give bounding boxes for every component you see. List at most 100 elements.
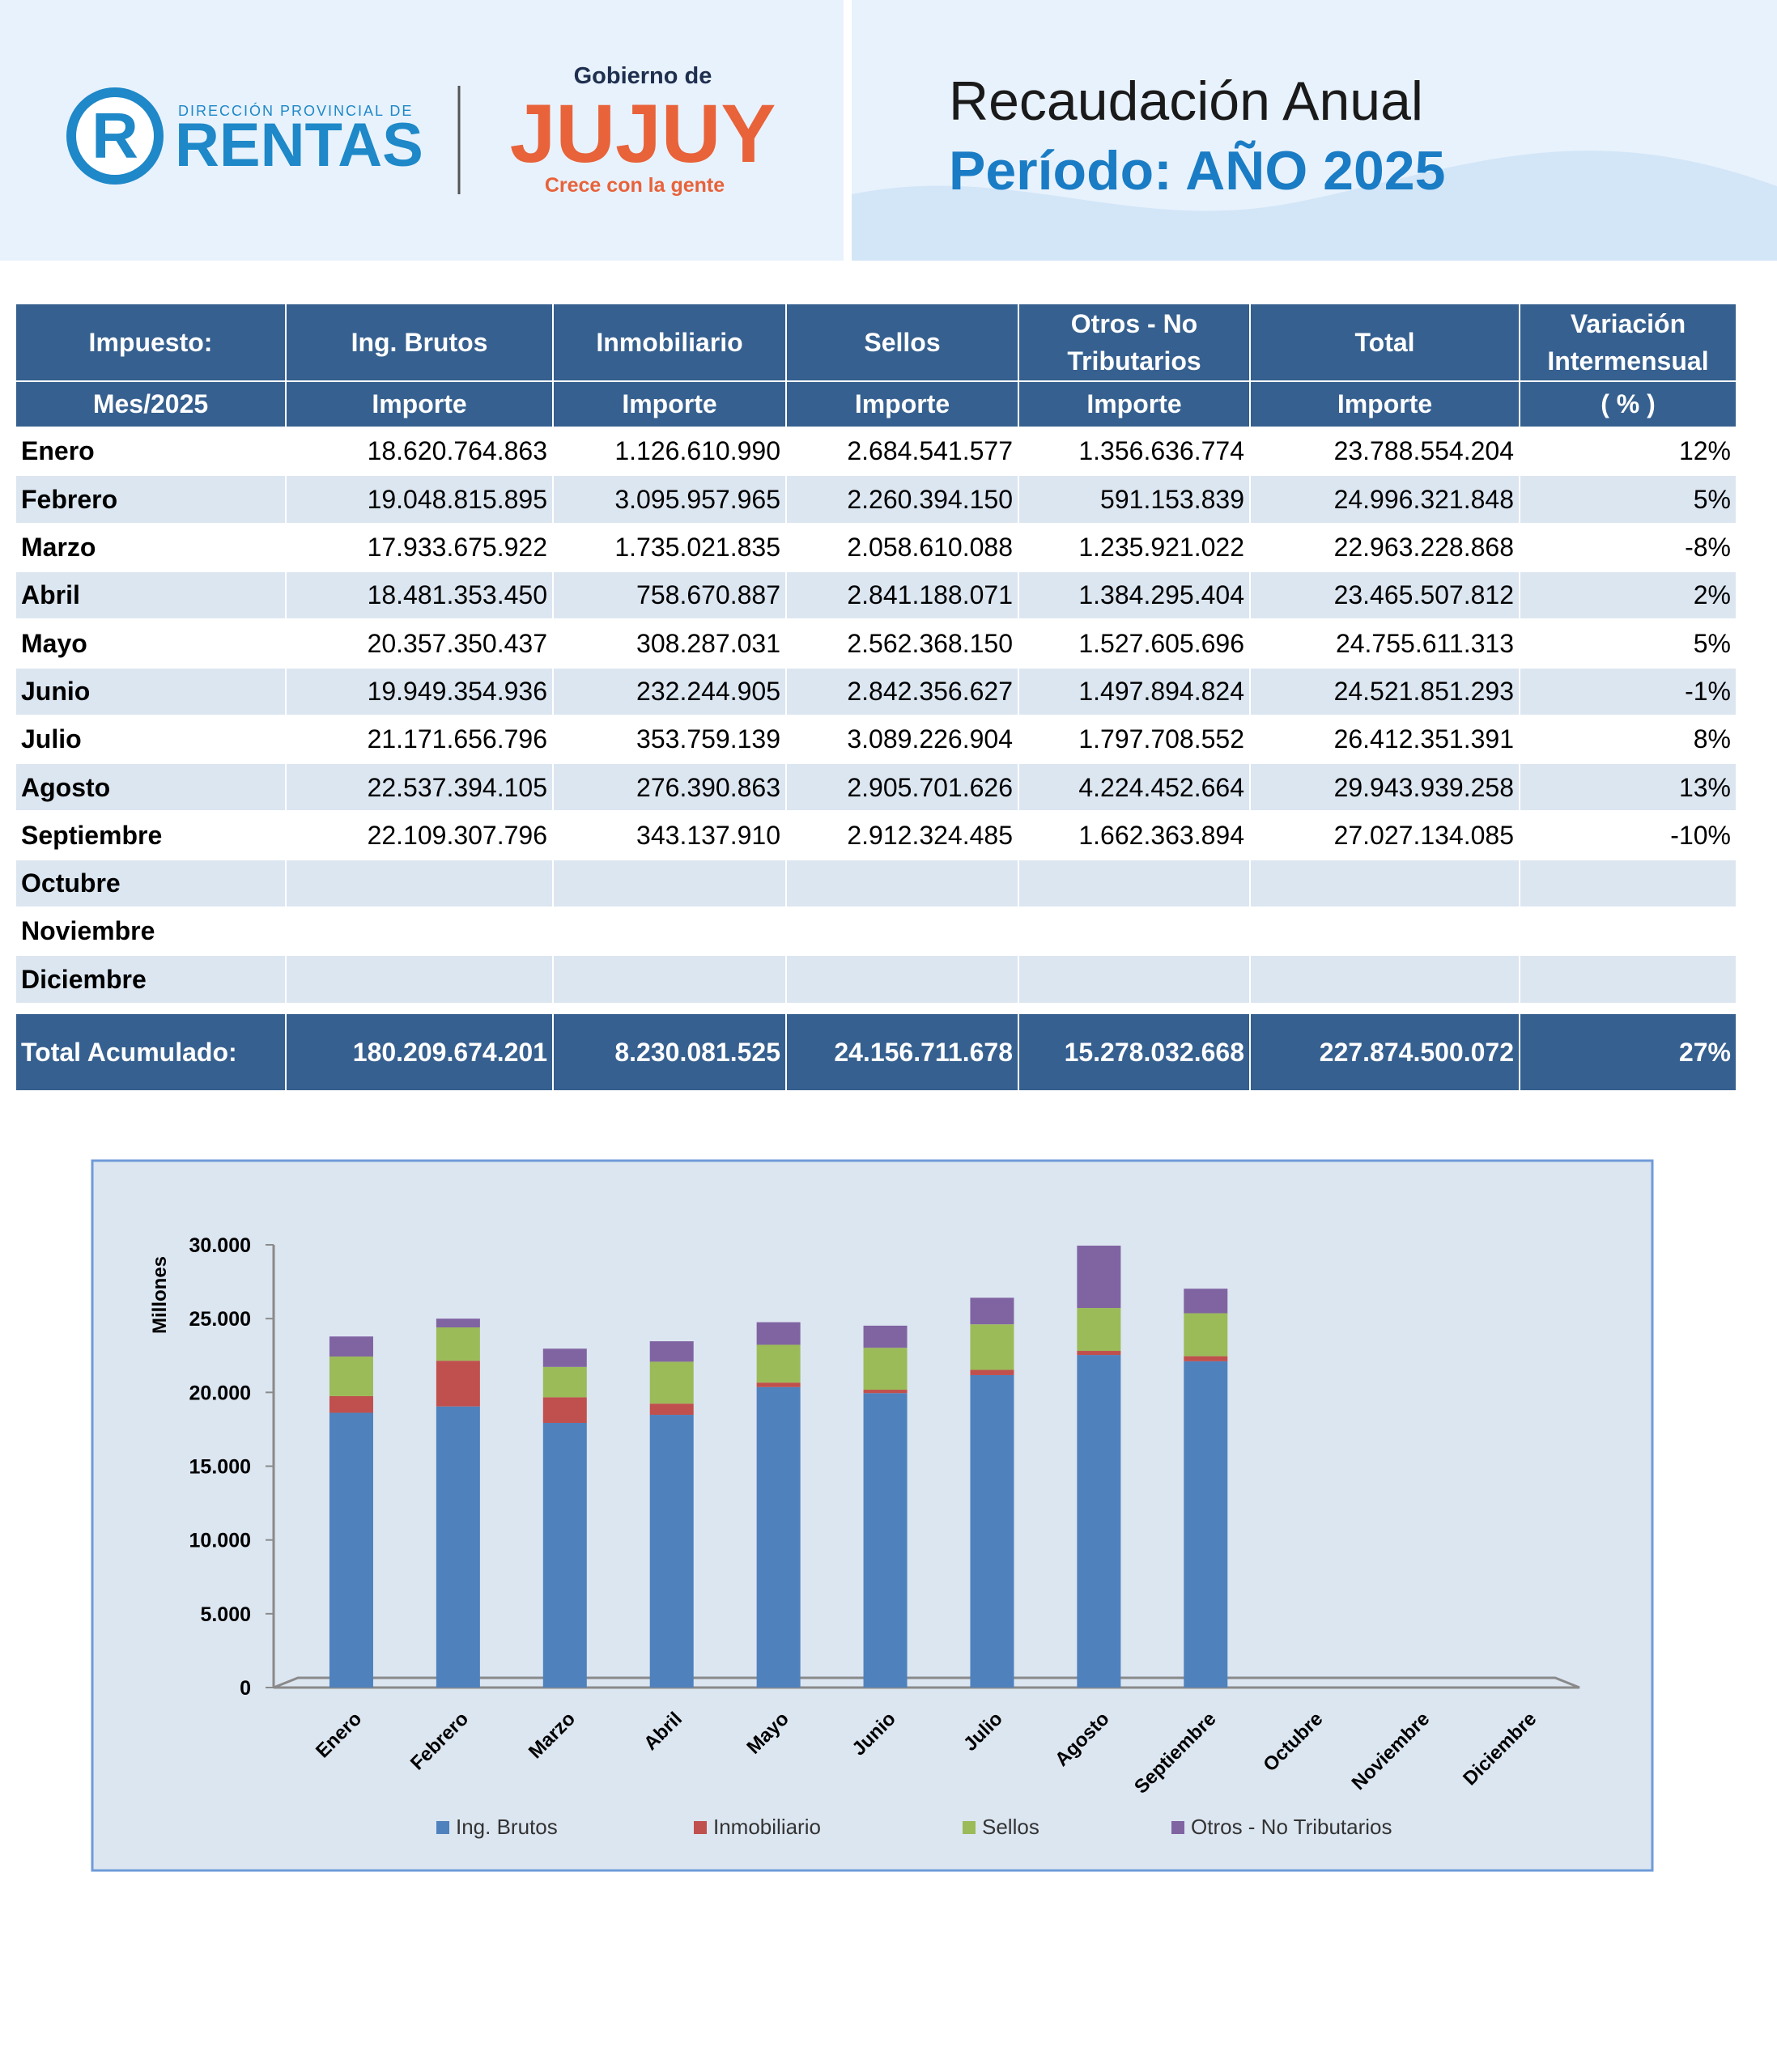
bar-segment <box>756 1382 801 1387</box>
legend-swatch <box>1171 1821 1184 1834</box>
bar-segment <box>1077 1246 1121 1309</box>
table-cell: Diciembre <box>16 956 287 1004</box>
table-cell: -1% <box>1520 668 1737 716</box>
empty-cell <box>554 956 787 1004</box>
empty-cell <box>1251 956 1520 1004</box>
gov-name: JUJUY <box>510 87 776 180</box>
bar-segment <box>649 1403 694 1416</box>
table-cell: 13% <box>1520 764 1737 813</box>
table-cell: 1.797.708.552 <box>1019 715 1251 765</box>
empty-cell <box>1520 860 1737 908</box>
table-cell: 2.841.188.071 <box>787 571 1019 621</box>
legend-swatch <box>694 1821 707 1834</box>
table-cell: 19.949.354.936 <box>287 668 554 716</box>
table-cell: 758.670.887 <box>554 571 787 621</box>
empty-cell <box>787 956 1019 1004</box>
table-cell: 22.537.394.105 <box>287 764 554 813</box>
table-cell: 308.287.031 <box>554 620 787 669</box>
bar-segment <box>649 1341 694 1362</box>
bar-segment <box>436 1318 480 1328</box>
table-cell: 232.244.905 <box>554 668 787 716</box>
table-cell: 18.481.353.450 <box>287 571 554 621</box>
table-cell: 343.137.910 <box>554 812 787 860</box>
chart-floor <box>273 1676 1580 1689</box>
table-cell: Agosto <box>16 764 287 813</box>
table-cell: Julio <box>16 715 287 765</box>
title: Recaudación Anual <box>949 70 1423 132</box>
table-cell: 24.755.611.313 <box>1251 620 1520 669</box>
legend-label: Otros - No Tributarios <box>1191 1815 1392 1839</box>
y-tick-label: 10.000 <box>189 1530 251 1552</box>
table-cell: 12% <box>1520 428 1737 477</box>
empty-cell <box>787 860 1019 908</box>
table-cell: Abril <box>16 571 287 621</box>
empty-cell <box>287 860 554 908</box>
table-cell: 23.788.554.204 <box>1251 428 1520 477</box>
table-cell: Junio <box>16 668 287 716</box>
table-cell: Noviembre <box>16 908 287 957</box>
logo-letter: R <box>91 100 138 172</box>
table-cell: 22.109.307.796 <box>287 812 554 860</box>
empty-cell <box>1251 908 1520 957</box>
y-tick-label: 25.000 <box>189 1308 251 1331</box>
empty-cell <box>1251 860 1520 908</box>
bar-segment <box>970 1297 1014 1325</box>
table-cell: 1.384.295.404 <box>1019 571 1251 621</box>
table-cell: 24.521.851.293 <box>1251 668 1520 716</box>
table-cell: -8% <box>1520 524 1737 572</box>
bar-segment <box>329 1356 373 1396</box>
logo-subtitle: DIRECCIÓN PROVINCIAL DE <box>178 102 413 119</box>
empty-cell <box>1019 956 1251 1004</box>
legend-label: Sellos <box>982 1815 1039 1839</box>
table-cell: 22.963.228.868 <box>1251 524 1520 572</box>
table-cell: 1.735.021.835 <box>554 524 787 572</box>
legend-swatch <box>963 1821 976 1834</box>
y-axis-title: Millones <box>149 1256 171 1334</box>
y-tick-label: 5.000 <box>200 1603 251 1626</box>
total-cell: 227.874.500.072 <box>1251 1014 1520 1092</box>
y-tick-label: 15.000 <box>189 1456 251 1479</box>
bar-segment <box>1184 1361 1228 1688</box>
table-cell: 8% <box>1520 715 1737 765</box>
header-cell: Sellos <box>787 304 1019 382</box>
table-cell: 3.095.957.965 <box>554 476 787 524</box>
table-cell: 18.620.764.863 <box>287 428 554 477</box>
header-cell: ( % ) <box>1520 382 1737 428</box>
table-cell: 2.842.356.627 <box>787 668 1019 716</box>
bar-segment <box>1184 1289 1228 1314</box>
table-cell: 3.089.226.904 <box>787 715 1019 765</box>
y-tick-label: 0 <box>240 1677 251 1700</box>
empty-cell <box>1019 908 1251 957</box>
table-cell: 27.027.134.085 <box>1251 812 1520 860</box>
table-cell: 2.684.541.577 <box>787 428 1019 477</box>
y-tick-label: 30.000 <box>189 1234 251 1257</box>
table-cell: 1.662.363.894 <box>1019 812 1251 860</box>
legend-label: Inmobiliario <box>713 1815 821 1839</box>
bar-segment <box>542 1366 587 1398</box>
legend-label: Ing. Brutos <box>456 1815 558 1839</box>
table-cell: 20.357.350.437 <box>287 620 554 669</box>
bar-segment <box>1077 1355 1121 1688</box>
bar-segment <box>436 1361 480 1407</box>
gov-slogan: Crece con la gente <box>545 174 725 197</box>
bar-segment <box>329 1412 373 1688</box>
table-cell: Mayo <box>16 620 287 669</box>
empty-cell <box>787 908 1019 957</box>
bar-segment <box>863 1393 908 1688</box>
bar-segment <box>329 1336 373 1357</box>
bar-segment <box>649 1415 694 1688</box>
table-cell: 17.933.675.922 <box>287 524 554 572</box>
bar-segment <box>756 1344 801 1383</box>
bar-segment <box>970 1374 1014 1688</box>
header-cell: Importe <box>1019 382 1251 428</box>
header-cell: Importe <box>287 382 554 428</box>
header-cell: Importe <box>1251 382 1520 428</box>
bar-segment <box>542 1423 587 1688</box>
table-cell: 29.943.939.258 <box>1251 764 1520 813</box>
table-cell: 1.126.610.990 <box>554 428 787 477</box>
table-cell: 1.497.894.824 <box>1019 668 1251 716</box>
bar-segment <box>1077 1308 1121 1352</box>
table-cell: 353.759.139 <box>554 715 787 765</box>
